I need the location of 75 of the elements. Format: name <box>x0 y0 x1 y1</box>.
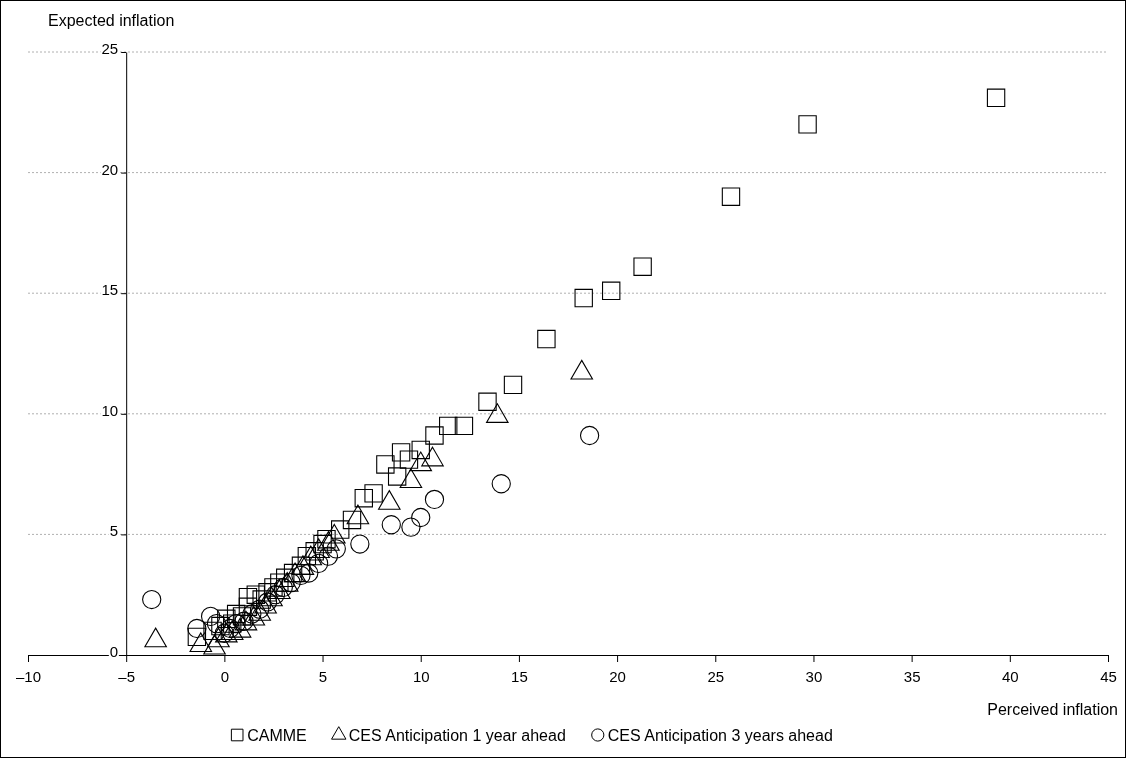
point <box>376 455 395 474</box>
point <box>411 440 430 460</box>
x-tick-label: 5 <box>318 667 328 685</box>
point <box>297 546 317 566</box>
x-tick-label: 10 <box>412 667 430 685</box>
point <box>238 597 258 616</box>
point <box>342 510 362 530</box>
y-tick-label: 10 <box>101 401 119 419</box>
point <box>503 375 523 395</box>
point <box>246 585 265 604</box>
point <box>454 416 474 436</box>
point <box>270 573 289 592</box>
y-tick-label: 20 <box>101 160 119 178</box>
point <box>232 607 252 626</box>
point <box>291 565 311 586</box>
point <box>986 88 1006 108</box>
point <box>217 609 236 629</box>
point <box>411 507 431 528</box>
point <box>491 474 511 494</box>
x-tick-label: 15 <box>511 667 528 685</box>
point <box>187 627 207 647</box>
x-tick-label: 0 <box>220 667 230 685</box>
point <box>187 618 207 639</box>
point <box>537 329 556 349</box>
point <box>142 589 162 610</box>
point <box>200 606 221 627</box>
point <box>387 467 407 486</box>
point <box>381 515 401 535</box>
point <box>281 573 301 593</box>
x-tick-label: 35 <box>903 667 921 685</box>
y-tick-label: 5 <box>109 522 119 540</box>
point <box>206 614 227 634</box>
point <box>299 563 319 583</box>
point <box>350 534 370 554</box>
point <box>211 616 230 636</box>
x-tick-label: 30 <box>805 667 823 685</box>
point <box>364 484 383 503</box>
point <box>308 553 329 573</box>
point <box>273 577 293 598</box>
point <box>401 517 421 537</box>
point <box>399 450 419 469</box>
y-tick-label: 15 <box>101 281 119 299</box>
point <box>391 443 411 462</box>
y-axis-title: Expected inflation <box>48 12 175 29</box>
point <box>633 257 652 276</box>
legend-label: CES Anticipation 1 year ahead <box>348 727 566 744</box>
point <box>265 585 286 605</box>
point <box>313 534 332 554</box>
point <box>574 288 593 308</box>
x-tick-label: 25 <box>707 667 725 685</box>
point <box>798 115 817 134</box>
x-axis-title: Perceived inflation <box>987 701 1118 718</box>
point <box>238 587 258 607</box>
point <box>354 489 373 508</box>
y-tick-label: 25 <box>101 40 119 57</box>
point <box>478 392 497 411</box>
point <box>601 281 621 300</box>
point <box>721 187 741 206</box>
x-tick-label: –10 <box>15 667 42 685</box>
legend-label: CES Anticipation 3 years ahead <box>607 727 833 744</box>
x-tick-label: 45 <box>1100 667 1117 685</box>
point <box>326 539 346 559</box>
point <box>203 621 222 641</box>
point <box>276 568 295 588</box>
x-tick-label: –5 <box>118 667 136 685</box>
point <box>579 425 600 446</box>
x-tick-label: 40 <box>1001 667 1019 685</box>
point <box>425 426 444 445</box>
point <box>439 416 458 436</box>
point <box>318 546 339 566</box>
point <box>424 489 445 510</box>
point <box>226 614 246 634</box>
point <box>226 604 246 624</box>
x-tick-label: 20 <box>609 667 626 685</box>
legend-label: CAMME <box>247 727 307 744</box>
